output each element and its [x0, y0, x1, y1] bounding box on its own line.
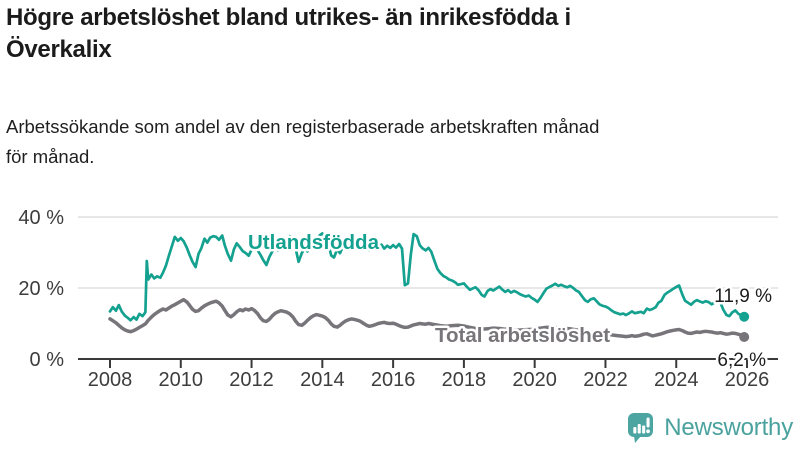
newsworthy-logo-text: Newsworthy — [664, 413, 793, 441]
x-axis-tick-label: 2008 — [88, 369, 133, 391]
line-chart: 0 % 20 % 40 % 2008 2010 2012 2014 2016 2018 2020 2… — [18, 207, 778, 391]
end-value-label-total-arbetsl-shet: 6,2 % — [717, 350, 766, 371]
end-value-label-utlandsf-dda: 11,9 % — [714, 286, 772, 307]
title-line-1: Högre arbetslöshet bland utrikes- än inr… — [6, 4, 571, 31]
end-point-dot-total-arbetsl-shet — [739, 331, 750, 342]
x-axis-tick-label: 2024 — [654, 369, 699, 391]
x-axis-tick-label: 2014 — [300, 369, 345, 391]
series-line-utlandsf-dda — [108, 232, 746, 322]
newsworthy-branding: Newsworthy — [627, 411, 793, 444]
newsworthy-logo-icon — [628, 413, 654, 443]
series-line-total-arbetsl-shet — [108, 297, 746, 339]
title-line-2: Överkalix — [6, 36, 112, 63]
x-axis-tick-label: 2012 — [229, 369, 274, 391]
y-axis-tick-label: 20 % — [18, 278, 64, 300]
series-label-utlandsf-dda: Utlandsfödda — [248, 231, 380, 254]
y-axis-tick-label: 0 % — [30, 349, 65, 371]
subtitle-line-1: Arbetssökande som andel av den registerb… — [6, 116, 600, 137]
x-axis-tick-label: 2016 — [371, 369, 416, 391]
series-label-total-arbetsl-shet: Total arbetslöshet — [435, 324, 610, 347]
x-axis-tick-label: 2026 — [725, 369, 770, 391]
y-axis-tick-label: 40 % — [18, 207, 64, 229]
chart-subtitle: Arbetssökande som andel av den registerb… — [6, 112, 599, 172]
x-axis-tick-label: 2020 — [512, 369, 557, 391]
x-axis-tick-label: 2022 — [583, 369, 628, 391]
subtitle-line-2: för månad. — [6, 146, 95, 167]
page-title: Högre arbetslöshet bland utrikes- än inr… — [6, 2, 571, 66]
end-point-dot-utlandsf-dda — [739, 311, 750, 322]
x-axis-tick-label: 2018 — [442, 369, 487, 391]
x-axis-tick-label: 2010 — [159, 369, 204, 391]
